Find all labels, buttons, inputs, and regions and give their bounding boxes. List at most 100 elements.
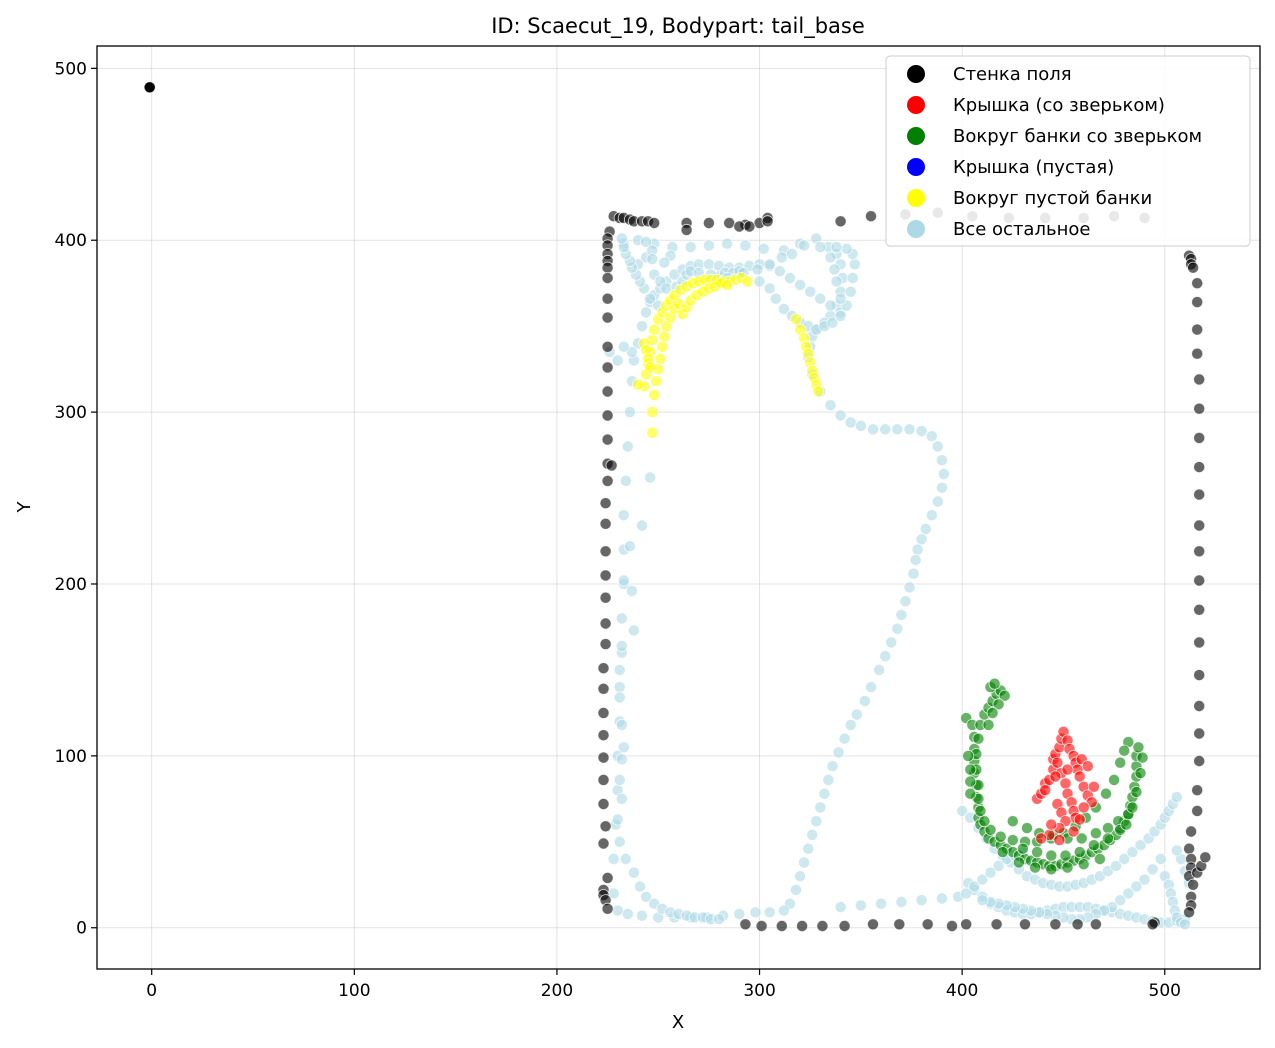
data-point <box>1138 873 1151 886</box>
data-point <box>599 820 612 833</box>
data-point <box>838 732 851 745</box>
data-point <box>834 309 847 322</box>
data-point <box>632 378 645 391</box>
data-point <box>621 440 634 453</box>
data-point <box>1006 815 1019 828</box>
data-point <box>654 352 667 365</box>
data-point <box>644 471 657 484</box>
data-point <box>1132 741 1145 754</box>
data-point <box>984 823 997 836</box>
x-tick-label: 500 <box>1149 981 1181 1001</box>
data-point <box>960 887 973 900</box>
data-point <box>684 241 697 254</box>
data-point <box>648 323 661 336</box>
data-point <box>743 220 756 233</box>
data-point <box>601 361 614 374</box>
x-tick-label: 300 <box>743 981 775 1001</box>
data-point <box>915 894 928 907</box>
data-point <box>650 375 663 388</box>
data-point <box>739 239 752 252</box>
data-point <box>1118 853 1131 866</box>
data-point <box>601 474 614 487</box>
series-1 <box>1031 725 1100 847</box>
data-point <box>613 663 626 676</box>
data-point <box>844 416 857 429</box>
data-point <box>1067 825 1080 838</box>
data-point <box>1102 822 1115 835</box>
data-point <box>919 523 932 536</box>
data-point <box>895 608 908 621</box>
data-point <box>786 247 799 260</box>
data-point <box>644 292 657 305</box>
data-point <box>1102 832 1115 845</box>
data-point <box>1118 744 1131 757</box>
data-point <box>838 920 851 933</box>
data-point <box>601 409 614 422</box>
data-point <box>601 311 614 324</box>
data-point <box>1114 756 1127 769</box>
data-point <box>998 689 1011 702</box>
data-point <box>613 681 626 694</box>
data-point <box>658 330 671 343</box>
data-point <box>931 495 944 508</box>
data-point <box>834 901 847 914</box>
data-point <box>611 354 624 367</box>
data-point <box>1193 545 1206 558</box>
data-point <box>1019 918 1032 931</box>
data-point <box>723 216 736 229</box>
data-point <box>1136 751 1149 764</box>
data-point <box>143 81 156 94</box>
data-point <box>790 883 803 896</box>
data-point <box>1073 846 1086 859</box>
data-point <box>964 763 977 776</box>
data-point <box>1193 755 1206 768</box>
data-point <box>597 798 610 811</box>
legend-label: Крышка (пустая) <box>953 157 1114 178</box>
data-point <box>619 853 632 866</box>
data-point <box>702 239 715 252</box>
legend-marker <box>907 65 925 83</box>
data-point <box>925 509 938 522</box>
data-point <box>761 215 774 228</box>
data-point <box>1031 846 1044 859</box>
data-point <box>1087 780 1100 793</box>
data-point <box>854 419 867 432</box>
data-point <box>601 261 614 274</box>
data-point <box>850 708 863 721</box>
data-point <box>1021 822 1034 835</box>
data-point <box>832 746 845 759</box>
data-point <box>599 517 612 530</box>
data-point <box>1191 277 1204 290</box>
y-tick-label: 400 <box>55 231 87 251</box>
data-point <box>1199 851 1212 864</box>
data-point <box>597 682 610 695</box>
data-point <box>834 292 847 305</box>
data-point <box>879 423 892 436</box>
data-point <box>814 241 827 254</box>
data-point <box>986 706 999 719</box>
data-point <box>702 258 715 271</box>
data-point <box>1191 323 1204 336</box>
legend-box <box>885 55 1251 247</box>
data-point <box>1059 849 1072 862</box>
data-point <box>757 242 770 255</box>
data-point <box>848 258 861 271</box>
plot-frame <box>96 45 1261 970</box>
data-point <box>777 904 790 917</box>
data-point <box>721 278 734 291</box>
x-axis-label: X <box>672 1012 684 1033</box>
data-point <box>733 220 746 233</box>
data-point <box>749 906 762 919</box>
data-point <box>634 880 647 893</box>
data-point <box>1087 839 1100 852</box>
data-point <box>885 636 898 649</box>
data-point <box>1179 918 1192 931</box>
data-point <box>903 581 916 594</box>
data-point <box>1110 859 1123 872</box>
data-point <box>597 662 610 675</box>
legend-marker <box>907 127 925 145</box>
data-point <box>935 454 948 467</box>
data-point <box>597 837 610 850</box>
data-point <box>1051 756 1064 769</box>
data-point <box>636 320 649 333</box>
